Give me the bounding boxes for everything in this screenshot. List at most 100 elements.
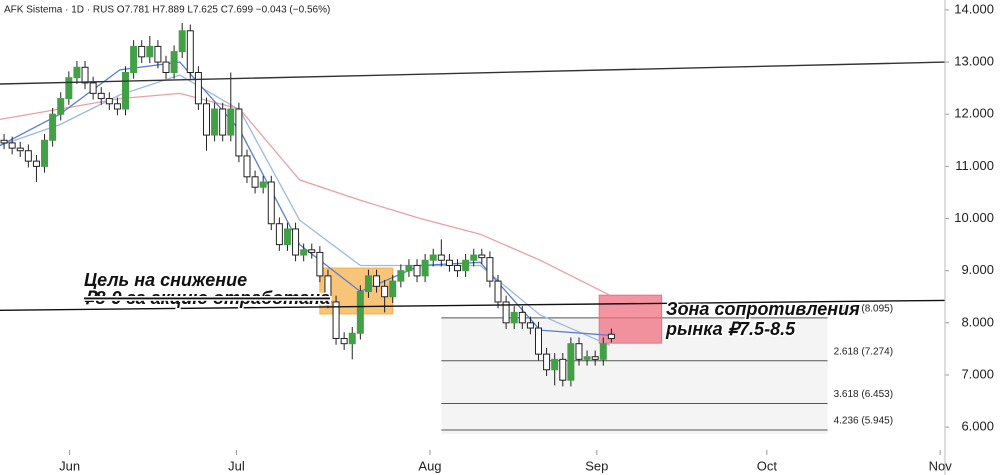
candle-body (599, 343, 607, 360)
candle-body (16, 147, 24, 152)
x-tick-label: Aug (418, 458, 441, 473)
candle-body (300, 249, 308, 256)
candle-body (340, 337, 348, 345)
y-tick-label: 12.000 (954, 106, 994, 121)
candle-body (243, 155, 251, 178)
candle-body (607, 333, 615, 340)
candle-body (49, 113, 57, 141)
candle-body (389, 280, 397, 298)
candle-body (373, 275, 381, 287)
candle-body (316, 251, 324, 277)
x-tick-label: Oct (757, 458, 778, 473)
candle-body (486, 257, 494, 282)
candle-body (170, 51, 178, 73)
candle-body (259, 181, 267, 188)
chart-title: AFK Sistema · 1D · RUS O7.781 H7.889 L7.… (4, 5, 330, 16)
x-tick-label: Sep (585, 458, 608, 473)
candle-body (138, 45, 146, 58)
fib-label: 1.618 (8.095) (834, 304, 894, 315)
y-tick-label: 7.000 (961, 366, 994, 381)
fib-label: 4.236 (5.945) (834, 416, 894, 427)
candle-body (211, 108, 219, 136)
candle-body (413, 264, 421, 277)
candle-body (591, 356, 599, 360)
candle-body (219, 108, 227, 136)
candle-body (81, 66, 89, 84)
candle-body (454, 264, 462, 272)
y-tick-label: 11.000 (955, 158, 994, 173)
candle-body (292, 228, 300, 256)
candle-body (8, 142, 16, 149)
x-tick-label: Nov (929, 458, 953, 473)
candle-body (162, 61, 170, 73)
candle-body (567, 343, 575, 381)
candle-body (227, 108, 235, 136)
candle-body (534, 327, 542, 355)
candle-body (251, 176, 259, 188)
candle-body (551, 358, 559, 371)
candle-body (308, 249, 316, 253)
candle-body (130, 45, 138, 73)
candle-body (526, 322, 534, 329)
candle-body (543, 353, 551, 371)
candle-body (41, 139, 49, 167)
candle-body (437, 254, 445, 261)
candle-body (73, 66, 81, 79)
candle-body (348, 332, 356, 345)
candle-body (154, 45, 162, 63)
candle-body (194, 71, 202, 105)
fib-label: 3.618 (6.453) (834, 389, 894, 400)
y-tick-label: 6.000 (961, 419, 994, 434)
candle-body (105, 98, 113, 105)
trendline (0, 61, 946, 85)
candle-body (405, 264, 413, 272)
candle-body (397, 270, 405, 282)
fib-label: 2.618 (7.274) (834, 346, 894, 357)
y-tick-label: 9.000 (961, 262, 994, 277)
candle-body (324, 275, 332, 303)
candle-body (275, 223, 283, 246)
candle-body (267, 181, 275, 225)
candle-body (57, 98, 65, 115)
y-tick-label: 14.000 (954, 1, 994, 16)
annotation-line: Зона сопротивления (666, 299, 860, 319)
candle-body (429, 254, 437, 261)
candle-body (478, 254, 486, 259)
x-tick-label: Jun (59, 458, 80, 473)
candle-body (235, 108, 243, 157)
moving-average (0, 92, 611, 296)
x-tick-label: Jul (228, 458, 245, 473)
candle-body (0, 139, 8, 144)
candle-body (510, 311, 518, 324)
candle-body (356, 291, 364, 334)
candle-body (113, 103, 121, 110)
y-tick-label: 8.000 (961, 314, 994, 329)
candle-body (462, 259, 470, 272)
candle-body (518, 311, 526, 324)
candle-body (24, 150, 32, 162)
candle-body (89, 82, 97, 94)
candle-body (421, 259, 429, 277)
candle-body (283, 228, 291, 246)
candle-body (32, 160, 40, 167)
candle-body (494, 280, 502, 303)
candle-body (178, 30, 186, 53)
candle-body (186, 30, 194, 73)
candle-body (470, 254, 478, 261)
annotation-line: рынка ₽7.5-8.5 (665, 319, 796, 339)
candle-body (445, 259, 453, 266)
candle-body (502, 301, 510, 324)
candle-body (583, 356, 591, 360)
candle-body (364, 275, 372, 293)
candle-body (146, 45, 154, 58)
candle-body (122, 71, 130, 110)
candle-body (381, 285, 389, 298)
candle-body (65, 77, 73, 100)
y-tick-label: 10.000 (954, 210, 994, 225)
trendline (0, 299, 946, 311)
candle-body (202, 103, 210, 136)
y-tick-label: 13.000 (954, 54, 994, 69)
candle-body (559, 358, 567, 381)
candle-body (332, 301, 340, 339)
